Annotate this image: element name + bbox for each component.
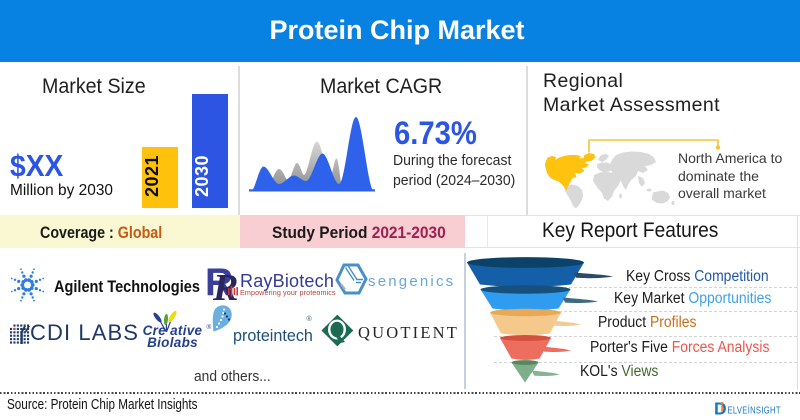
svg-text:®: ® xyxy=(307,315,313,323)
svg-text:R: R xyxy=(205,261,233,304)
svg-text:D: D xyxy=(714,399,727,419)
svg-text:ELVEİNSIGHT: ELVEİNSIGHT xyxy=(728,404,781,415)
svg-text:®: ® xyxy=(207,323,212,331)
